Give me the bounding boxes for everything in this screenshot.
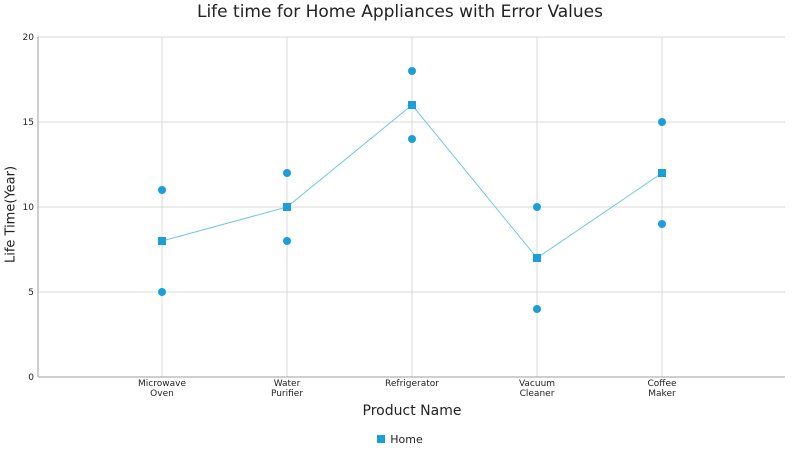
grid-lines [38,36,785,377]
axes [37,37,785,378]
series-home [158,67,666,313]
error-high-point[interactable] [158,186,166,194]
data-point[interactable] [533,254,541,262]
x-axis-label: Product Name [362,403,462,419]
data-point[interactable] [158,237,166,245]
y-tick-label: 20 [23,33,35,43]
error-high-point[interactable] [658,118,666,126]
y-tick-label: 10 [23,203,35,213]
data-point[interactable] [658,169,666,177]
x-tick-label: Refrigerator [385,379,439,389]
y-tick-label: 0 [28,373,34,383]
data-point[interactable] [408,101,416,109]
y-tick-label: 15 [23,118,34,128]
y-tick-label: 5 [28,288,34,298]
error-low-point[interactable] [158,288,166,296]
data-point[interactable] [283,203,291,211]
error-low-point[interactable] [533,305,541,313]
error-high-point[interactable] [283,169,291,177]
y-tick-labels: 0 5 10 15 20 [23,33,35,383]
x-tick-labels: Microwave Oven Water Purifier Refrigerator Va… [138,379,677,399]
error-high-point[interactable] [408,67,416,75]
error-low-point[interactable] [283,237,291,245]
x-tick-label: Coffee Maker [647,379,677,399]
error-low-point[interactable] [408,135,416,143]
legend-label-home: Home [390,433,423,446]
y-axis-label: Life Time(Year) [3,165,19,264]
chart-title: Life time for Home Appliances with Error… [196,2,603,22]
legend-swatch-home [377,435,386,443]
x-tick-label: Microwave Oven [138,379,186,399]
error-low-point[interactable] [658,220,666,228]
x-tick-label: Vacuum Cleaner [519,379,555,399]
error-high-point[interactable] [533,203,541,211]
x-tick-label: Water Purifier [271,379,303,399]
legend[interactable]: Home [0,433,800,446]
